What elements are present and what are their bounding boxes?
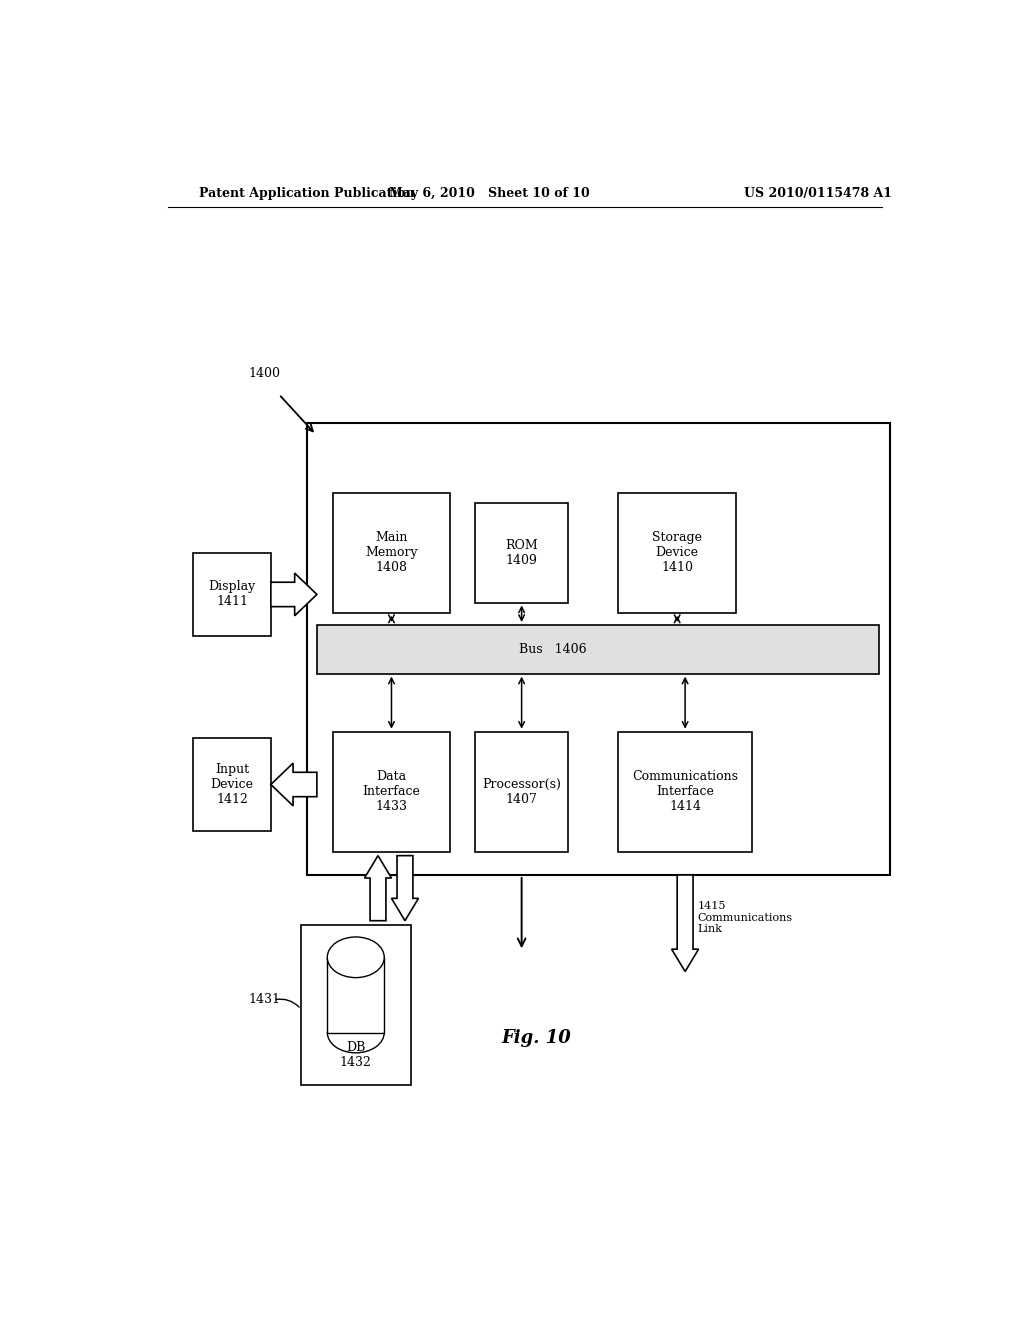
Text: DB
1432: DB 1432 [340, 1041, 372, 1069]
Text: Data
Interface
1433: Data Interface 1433 [362, 770, 421, 813]
Bar [306, 422, 890, 875]
Text: ROM
1409: ROM 1409 [505, 539, 538, 566]
FancyArrow shape [270, 763, 316, 805]
Text: 1400: 1400 [249, 367, 281, 380]
Text: Input
Device
1412: Input Device 1412 [211, 763, 254, 807]
Text: US 2010/0115478 A1: US 2010/0115478 A1 [744, 187, 893, 201]
Bar [618, 731, 752, 851]
Text: Storage
Device
1410: Storage Device 1410 [652, 531, 702, 574]
Text: Main
Memory
1408: Main Memory 1408 [366, 531, 418, 574]
Bar [333, 492, 451, 612]
Bar [618, 492, 736, 612]
Bar [316, 624, 879, 673]
Text: 1431: 1431 [249, 994, 281, 1006]
Text: Communications
Interface
1414: Communications Interface 1414 [632, 770, 738, 813]
Text: Processor(s)
1407: Processor(s) 1407 [482, 777, 561, 805]
Bar [194, 553, 270, 636]
Bar [328, 957, 384, 1032]
FancyArrow shape [365, 855, 391, 921]
Bar [194, 738, 270, 832]
Bar [301, 925, 411, 1085]
Text: May 6, 2010   Sheet 10 of 10: May 6, 2010 Sheet 10 of 10 [389, 187, 590, 201]
Bar [475, 503, 568, 602]
FancyArrow shape [270, 573, 316, 615]
Text: Display
1411: Display 1411 [208, 581, 256, 609]
FancyArrow shape [672, 875, 698, 972]
Bar [475, 731, 568, 851]
Ellipse shape [328, 937, 384, 978]
Text: Patent Application Publication: Patent Application Publication [200, 187, 415, 201]
FancyArrow shape [391, 855, 419, 921]
Text: 1415
Communications
Link: 1415 Communications Link [697, 902, 793, 935]
Text: Fig. 10: Fig. 10 [502, 1028, 571, 1047]
Text: Bus   1406: Bus 1406 [519, 643, 587, 656]
Bar [333, 731, 451, 851]
